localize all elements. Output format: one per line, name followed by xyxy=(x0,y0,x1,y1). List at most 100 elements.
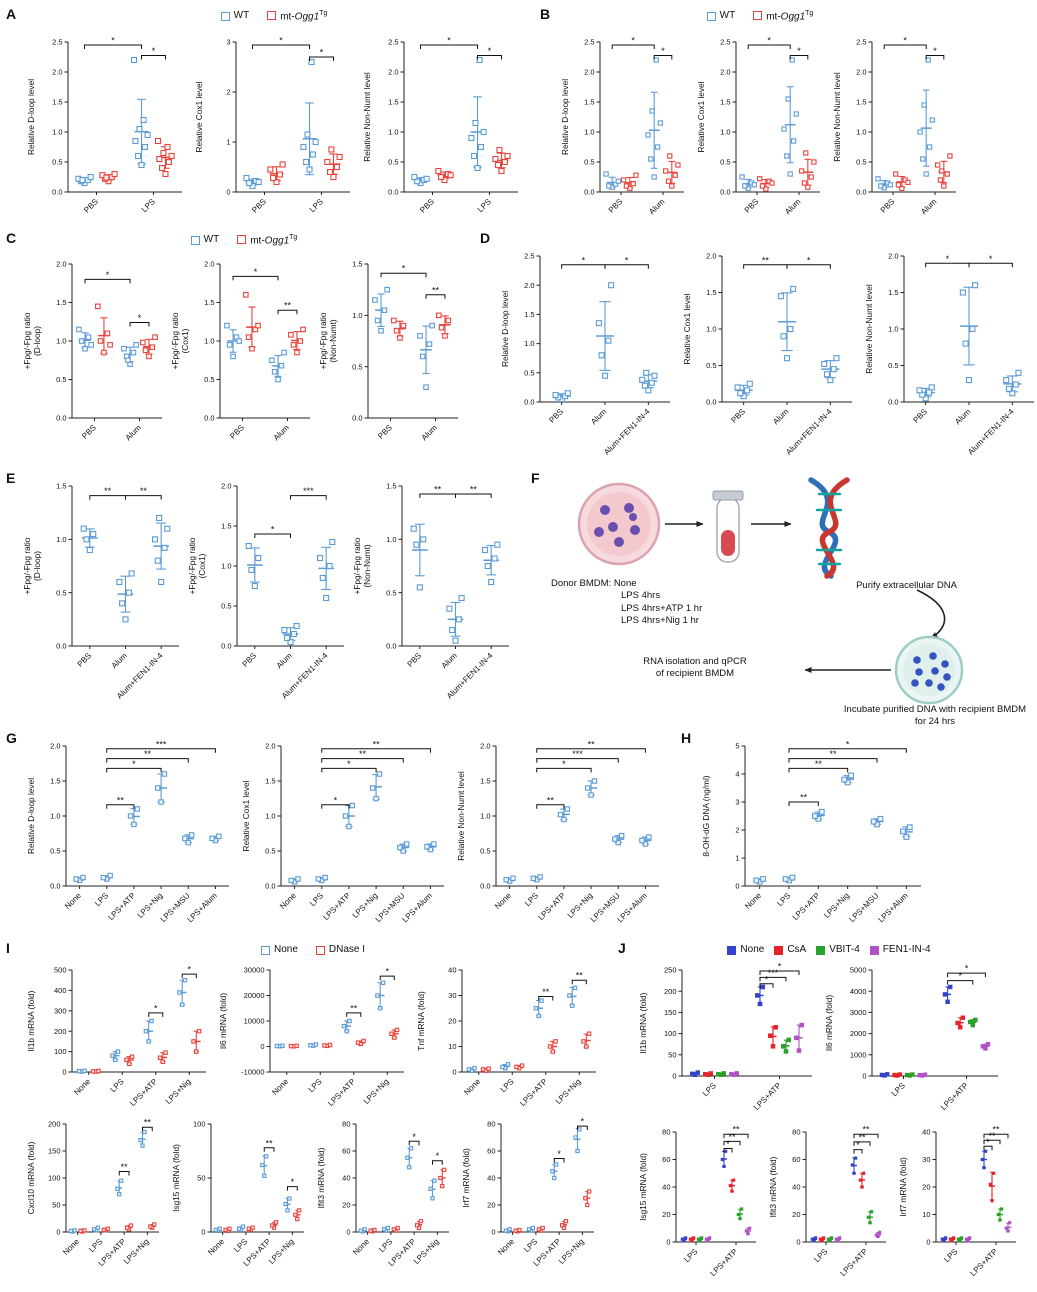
svg-text:300: 300 xyxy=(54,1006,67,1015)
svg-text:0.0: 0.0 xyxy=(56,642,66,651)
svg-text:Alum: Alum xyxy=(771,407,790,426)
svg-text:LPS: LPS xyxy=(890,1081,907,1098)
svg-text:50: 50 xyxy=(197,1174,205,1183)
panel-A-charts: 0.0 0.5 1.0 1.5 2.0 2.5 Relative D-loop level P… xyxy=(22,24,526,222)
svg-text:1.0: 1.0 xyxy=(352,311,362,320)
svg-text:40: 40 xyxy=(487,1174,495,1183)
svg-text:Il6 mRNA (fold): Il6 mRNA (fold) xyxy=(218,993,228,1049)
svg-text:1.5: 1.5 xyxy=(204,298,214,307)
svg-text:Il1b mRNA (fold): Il1b mRNA (fold) xyxy=(638,992,648,1053)
svg-text:LPS+Alum: LPS+Alum xyxy=(616,891,649,924)
legend-item-tg: mt-Ogg1Tg xyxy=(267,10,327,22)
svg-text:100: 100 xyxy=(48,1174,61,1183)
svg-text:LPS+MSU: LPS+MSU xyxy=(847,891,880,924)
svg-text:1.5: 1.5 xyxy=(352,260,362,269)
svg-text:3000: 3000 xyxy=(850,1008,867,1017)
svg-text:8-OH-dG DNA (ng/ml): 8-OH-dG DNA (ng/ml) xyxy=(701,775,711,856)
svg-text:Alum+FEN1-IN-4: Alum+FEN1-IN-4 xyxy=(784,407,834,457)
svg-text:*: * xyxy=(385,967,389,977)
svg-text:Relative Non-Numt level: Relative Non-Numt level xyxy=(832,72,842,162)
svg-text:30000: 30000 xyxy=(244,966,265,975)
svg-text:*: * xyxy=(106,270,110,280)
tube-icon xyxy=(712,490,744,563)
svg-text:0: 0 xyxy=(796,1238,800,1247)
svg-text:10: 10 xyxy=(448,1042,456,1051)
panel-label-H: H xyxy=(681,730,692,746)
svg-text:*: * xyxy=(946,254,950,264)
svg-text:1.5: 1.5 xyxy=(584,98,594,107)
row-2: C WT mt-Ogg1Tg 0.0 0.5 1.0 1.5 2.0 +Fpg/-Fpg … xyxy=(6,230,1037,462)
svg-text:*: * xyxy=(271,525,275,535)
schematic: Donor BMDM: None LPS 4hrs LPS 4hrs+ATP 1… xyxy=(547,472,1035,727)
svg-text:*: * xyxy=(625,255,629,265)
svg-text:1.5: 1.5 xyxy=(52,98,62,107)
panel-E-charts: 0.0 0.5 1.0 1.5 +Fpg/-Fpg ratio (D-loop) PBS Al… xyxy=(22,472,517,706)
chart-I-il6: -10000 0 10000 20000 30000 Il6 mRNA (fold) Non… xyxy=(214,958,412,1110)
svg-text:Alum+FEN1-IN-4: Alum+FEN1-IN-4 xyxy=(966,407,1016,457)
svg-text:None: None xyxy=(351,1237,371,1257)
svg-text:PBS: PBS xyxy=(80,423,98,441)
svg-text:**: ** xyxy=(144,1118,152,1128)
panel-G-charts: 0.0 0.5 1.0 1.5 2.0 Relative D-loop level None… xyxy=(22,732,667,932)
svg-text:LPS+ATP: LPS+ATP xyxy=(326,1077,357,1108)
svg-text:Isg15 mRNA (fold): Isg15 mRNA (fold) xyxy=(171,1144,181,1212)
svg-text:Ifit3 mRNA (fold): Ifit3 mRNA (fold) xyxy=(316,1147,326,1208)
chart-B-dloop: 0.0 0.5 1.0 1.5 2.0 2.5 Relative D-loop level P… xyxy=(556,24,692,222)
panel-label-E: E xyxy=(6,470,16,486)
svg-text:*: * xyxy=(807,255,811,265)
svg-text:0: 0 xyxy=(452,1068,456,1077)
svg-text:0.0: 0.0 xyxy=(265,882,275,891)
svg-text:10: 10 xyxy=(922,1210,930,1219)
chart-I-ifit3: 0 20 40 60 80 Ifit3 mRNA (fold) None LPS LPS+ATP… xyxy=(312,1114,457,1270)
legend-item-none: None xyxy=(260,945,298,955)
donor-bmdm-dish-icon xyxy=(577,482,661,566)
svg-text:*: * xyxy=(856,1140,860,1150)
legend-label-none: None xyxy=(740,944,765,955)
svg-text:0.5: 0.5 xyxy=(720,158,730,167)
svg-text:1.5: 1.5 xyxy=(720,98,730,107)
svg-text:0.5: 0.5 xyxy=(584,158,594,167)
svg-text:**: ** xyxy=(728,1132,736,1142)
svg-text:(Cox1): (Cox1) xyxy=(197,553,207,578)
svg-text:LPS: LPS xyxy=(775,891,792,908)
svg-text:2.5: 2.5 xyxy=(856,38,866,47)
panel-J: J None CsA VBIT-4 FEN1-IN-4 0 50 100 150 200… xyxy=(618,940,1024,1280)
svg-text:LPS+Nig: LPS+Nig xyxy=(362,1077,391,1106)
wt-swatch-icon xyxy=(706,11,716,21)
svg-text:40: 40 xyxy=(922,1128,930,1137)
svg-text:0.5: 0.5 xyxy=(204,375,214,384)
svg-text:60: 60 xyxy=(792,1155,800,1164)
svg-text:LPS: LPS xyxy=(93,891,110,908)
svg-text:Relative D-loop level: Relative D-loop level xyxy=(500,291,510,367)
svg-text:0.0: 0.0 xyxy=(388,188,398,197)
svg-text:Irf7 mRNA (fold): Irf7 mRNA (fold) xyxy=(461,1148,471,1208)
chart-D-dloop: 0.0 0.5 1.0 1.5 2.0 2.5 Relative D-loop level P… xyxy=(496,240,678,462)
panel-E: E 0.0 0.5 1.0 1.5 +Fpg/-Fpg ratio (D-loop) PBS… xyxy=(6,470,517,706)
legend-wt-tg-A: WT mt-Ogg1Tg xyxy=(22,8,526,24)
svg-text:Il6 mRNA (fold): Il6 mRNA (fold) xyxy=(824,995,834,1051)
svg-text:*: * xyxy=(933,46,937,56)
rna-isolation-label: RNA isolation and qPCR of recipient BMDM xyxy=(595,656,795,681)
legend-label-csa: CsA xyxy=(787,944,807,955)
chart-D-nonnumt: 0.0 0.5 1.0 1.5 2.0 Relative Non-Numt level PB… xyxy=(860,240,1037,462)
svg-text:LPS+ATP: LPS+ATP xyxy=(536,891,567,922)
legend-item-wt: WT xyxy=(706,11,735,21)
svg-text:**: ** xyxy=(266,1138,274,1148)
svg-text:1.5: 1.5 xyxy=(706,288,716,297)
chart-I-cxcl10: 0 50 100 150 200 Cxcl10 mRNA (fold) None LPS LPS… xyxy=(22,1114,167,1270)
svg-text:0.0: 0.0 xyxy=(352,414,362,423)
svg-text:0: 0 xyxy=(862,1072,866,1081)
svg-text:PBS: PBS xyxy=(241,651,259,669)
svg-text:50: 50 xyxy=(52,1201,60,1210)
svg-text:Alum: Alum xyxy=(110,651,129,670)
svg-text:1.0: 1.0 xyxy=(386,535,396,544)
svg-text:Relative Cox1 level: Relative Cox1 level xyxy=(696,81,706,152)
svg-text:1.0: 1.0 xyxy=(265,812,275,821)
chart-J-isg15: 0 20 40 60 80 Isg15 mRNA (fold) LPS LPS+ATP * ** *… xyxy=(634,1120,764,1280)
svg-text:4: 4 xyxy=(735,770,739,779)
svg-text:1.0: 1.0 xyxy=(56,535,66,544)
svg-text:**: ** xyxy=(542,987,550,997)
svg-text:**: ** xyxy=(576,971,584,981)
svg-text:Irf7 mRNA (fold): Irf7 mRNA (fold) xyxy=(898,1157,908,1217)
svg-text:LPS: LPS xyxy=(308,891,325,908)
